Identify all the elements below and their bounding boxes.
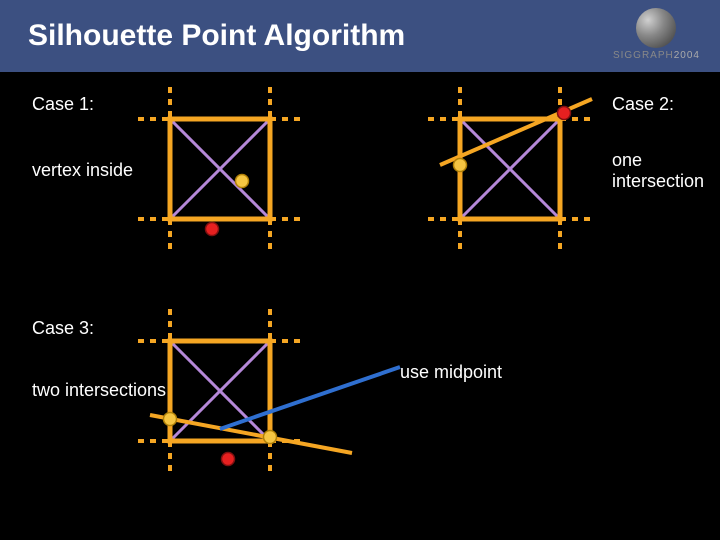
diagram-svg bbox=[0, 72, 720, 540]
slide-header: Silhouette Point Algorithm SIGGRAPH2004 bbox=[0, 0, 720, 72]
slide-title: Silhouette Point Algorithm bbox=[28, 19, 405, 53]
siggraph-logo: SIGGRAPH2004 bbox=[613, 8, 700, 61]
brand-year: 2004 bbox=[674, 50, 700, 61]
slide-content: Case 1: vertex inside Case 2: one inters… bbox=[0, 72, 720, 540]
brand-name: SIGGRAPH bbox=[613, 50, 674, 61]
sphere-icon bbox=[636, 8, 676, 48]
logo-text: SIGGRAPH2004 bbox=[613, 50, 700, 61]
